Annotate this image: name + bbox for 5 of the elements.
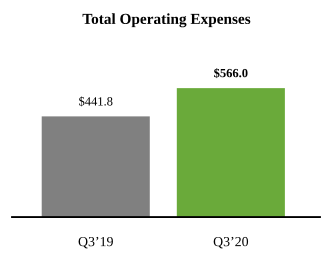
x-tick-label: Q3’20	[214, 236, 248, 248]
chart-title: Total Operating Expenses	[82, 13, 250, 28]
data-label: $566.0	[214, 68, 248, 78]
data-label: $441.8	[79, 96, 112, 106]
x-tick-label: Q3’19	[78, 236, 113, 248]
